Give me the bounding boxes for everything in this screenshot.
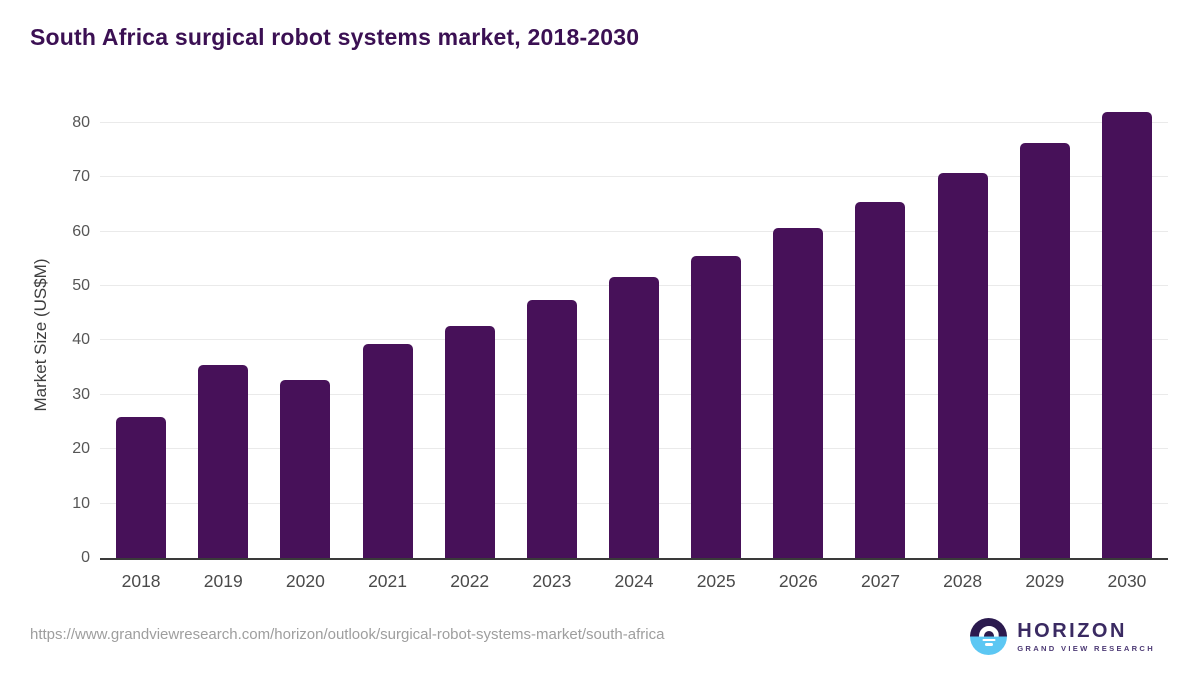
bar-band-2018 [100,112,182,558]
x-axis-labels: 2018 2019 2020 2021 2022 2023 2024 2025 2026 2027… [100,558,1168,592]
bar-2023 [526,300,577,558]
sun-over-horizon-icon [970,618,1008,655]
x-tick-label-2021: 2021 [368,571,408,591]
bar-2026 [773,227,824,558]
x-tick-label-2030: 2030 [1107,571,1147,591]
bar-band-2026 [757,112,839,558]
gridline-60 [100,230,1168,232]
x-tick-label-2024: 2024 [614,571,654,591]
water-ripple-icon [984,643,993,646]
x-tick-label-2029: 2029 [1025,571,1065,591]
y-tick-label-70: 70 [72,168,90,186]
bar-2027 [855,202,906,558]
x-tick-label-2022: 2022 [450,571,490,591]
horizon-logo: HORIZON GRAND VIEW RESEARCH [970,618,1155,655]
x-tick-label-2020: 2020 [285,571,325,591]
x-tick-label-2018: 2018 [121,571,161,591]
bar-2018 [116,416,167,558]
bar-band-2030 [1086,112,1168,558]
x-tick-label-2023: 2023 [532,571,572,591]
chart-title: South Africa surgical robot systems mark… [30,24,640,50]
bar-band-2023 [511,112,593,558]
water-ripple-icon [982,638,996,641]
logo-brand: HORIZON [1017,619,1127,642]
x-tick-label-2028: 2028 [943,571,983,591]
bar-2022 [444,325,495,558]
bar-band-2028 [922,112,1004,558]
gridline-70 [100,176,1168,178]
bar-2025 [691,256,742,558]
bars-container [100,112,1168,558]
x-tick-label-2026: 2026 [778,571,818,591]
bar-band-2019 [182,112,264,558]
bar-2030 [1101,112,1152,558]
bar-2019 [198,365,249,558]
bar-2024 [609,277,660,558]
bar-2029 [1019,143,1070,558]
bar-2028 [937,173,988,558]
y-tick-label-60: 60 [72,222,90,240]
sun-ring-icon [978,626,999,637]
y-tick-label-20: 20 [72,440,90,458]
bar-2020 [280,379,331,558]
y-tick-label-80: 80 [72,113,90,131]
bar-band-2025 [675,112,757,558]
bar-band-2027 [839,112,921,558]
x-tick-label-2027: 2027 [861,571,900,591]
bar-band-2021 [346,112,428,558]
y-tick-label-0: 0 [81,549,90,566]
y-axis-title: Market Size (US$M) [31,258,50,412]
x-tick-label-2025: 2025 [696,571,736,591]
bar-band-2029 [1004,112,1086,558]
y-tick-label-10: 10 [72,494,90,512]
bar-band-2022 [429,112,511,558]
y-tick-label-30: 30 [72,385,90,403]
bar-band-2020 [264,112,346,558]
gridline-80 [100,121,1168,123]
logo-text: HORIZON GRAND VIEW RESEARCH [1017,621,1155,653]
bar-2021 [362,343,413,558]
source-url: https://www.grandviewresearch.com/horizo… [30,626,665,643]
y-tick-label-50: 50 [72,277,90,295]
y-tick-label-40: 40 [72,331,90,349]
bar-band-2024 [593,112,675,558]
logo-subbrand: GRAND VIEW RESEARCH [1017,643,1155,653]
plot-area: 2018 2019 2020 2021 2022 2023 2024 2025 2026 2027… [72,112,1168,591]
x-tick-label-2019: 2019 [203,571,243,591]
